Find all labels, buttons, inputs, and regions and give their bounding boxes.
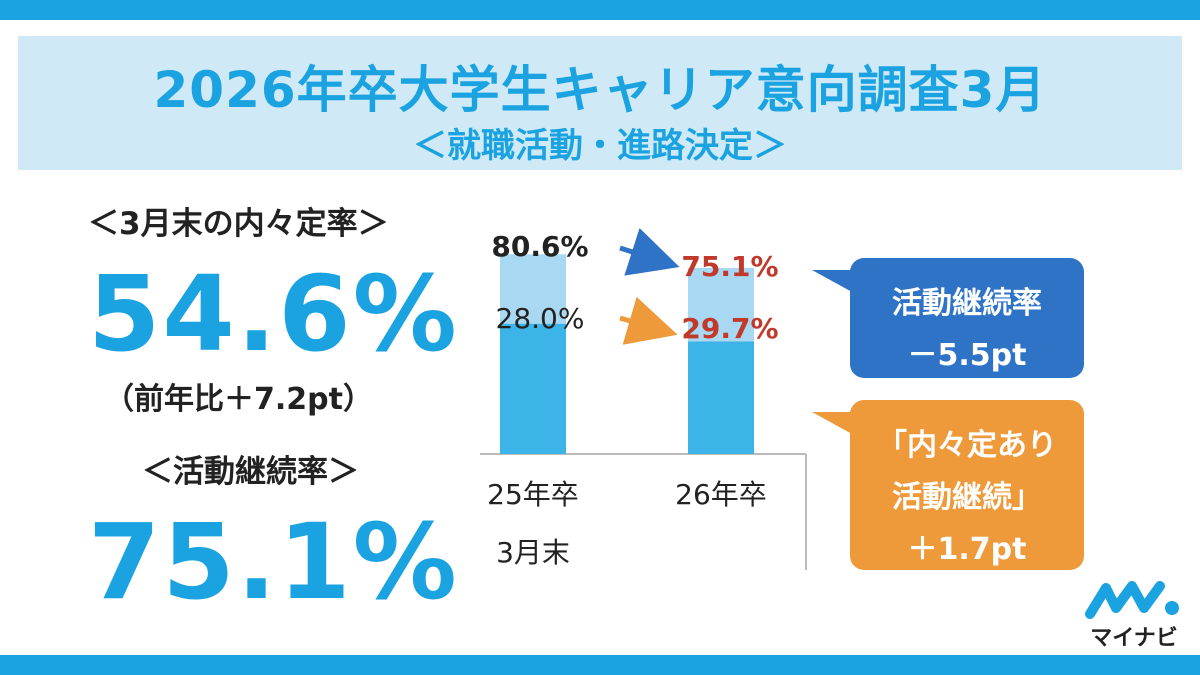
callout-blue-line2: －5.5pt	[907, 338, 1027, 373]
bar-bottom-segment-0	[500, 323, 566, 454]
bar-top-segment-1	[688, 267, 754, 342]
category-group-label: 3月末	[496, 536, 570, 569]
total-label-26: 75.1%	[681, 250, 778, 283]
mynavi-logo-icon	[1085, 581, 1179, 619]
naitei-rate-value: 54.6%	[88, 253, 459, 375]
callout-orange-line2: 活動継続」	[892, 480, 1042, 515]
page-title: 2026年卒大学生キャリア意向調査3月	[153, 61, 1047, 119]
callout-naitei-keizoku-change: 「内々定あり 活動継続」 ＋1.7pt	[850, 400, 1084, 570]
bar-top-segment-0	[500, 254, 566, 324]
brand-logo-text: マイナビ	[1090, 626, 1178, 651]
comparison-bar-chart: 80.6% 28.0% 75.1% 29.7% 25年卒 26年卒 3月末	[480, 227, 807, 570]
total-change-arrow	[619, 227, 680, 276]
bar-bottom-segment-1	[688, 341, 754, 454]
top-accent-band	[0, 0, 1200, 20]
page-subtitle: ＜就職活動・進路決定＞	[413, 126, 787, 166]
callout-orange-tail	[812, 412, 852, 434]
segment-label-26: 29.7%	[681, 312, 778, 345]
segment-change-arrow	[619, 296, 678, 345]
naitei-rate-yoy-note: （前年比＋7.2pt）	[104, 382, 373, 417]
keizoku-rate-value: 75.1%	[88, 501, 459, 623]
callout-blue-line1: 活動継続率	[892, 286, 1042, 321]
callout-orange-line1: 「内々定あり	[877, 428, 1057, 463]
segment-label-25: 28.0%	[496, 302, 585, 335]
category-label-25: 25年卒	[487, 478, 579, 511]
brand-logo: マイナビ	[1082, 578, 1186, 651]
total-label-25: 80.6%	[491, 230, 588, 263]
callout-orange-line3: ＋1.7pt	[907, 532, 1027, 567]
title-banner: 2026年卒大学生キャリア意向調査3月 ＜就職活動・進路決定＞	[18, 36, 1182, 170]
keizoku-rate-label: ＜活動継続率＞	[142, 454, 359, 490]
bottom-accent-band	[0, 655, 1200, 675]
callout-blue-tail	[812, 270, 852, 292]
category-label-26: 26年卒	[675, 478, 767, 511]
naitei-rate-label: ＜3月末の内々定率＞	[88, 206, 389, 242]
callout-keizoku-change: 活動継続率 －5.5pt	[850, 258, 1084, 378]
